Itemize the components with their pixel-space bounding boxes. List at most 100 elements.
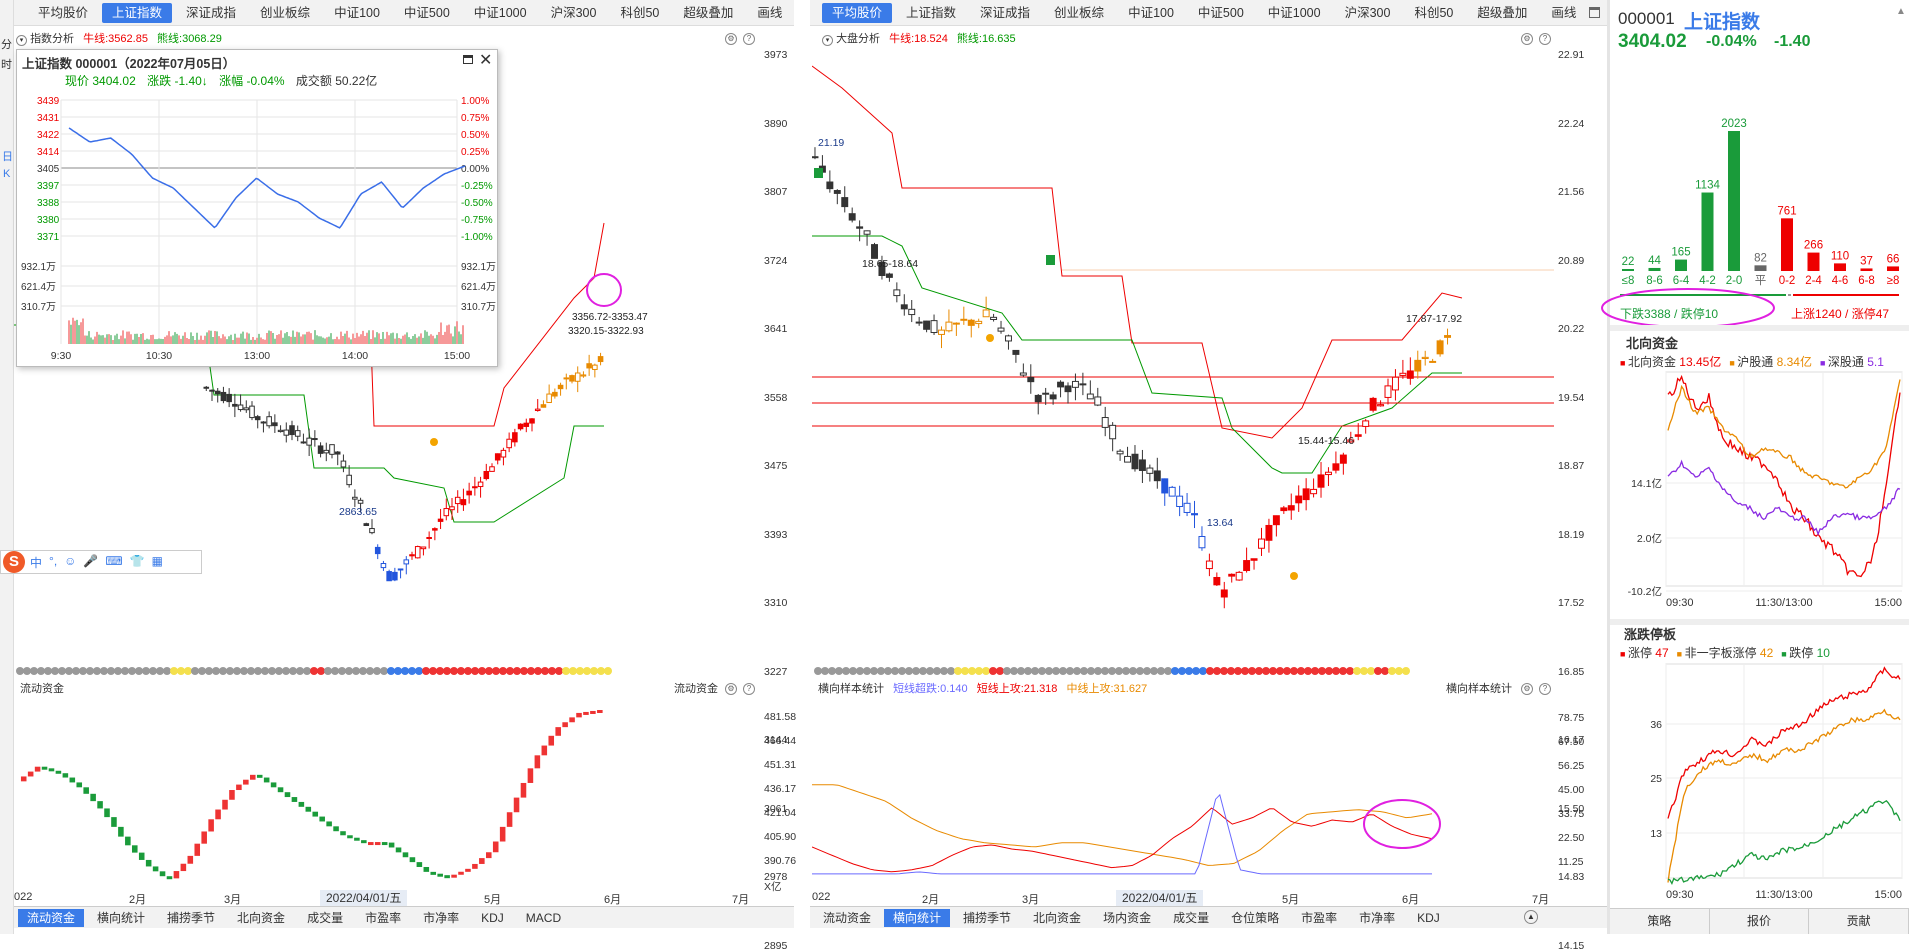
- scroll-arrow-icon[interactable]: ▲: [1896, 6, 1906, 17]
- left-tab-1[interactable]: 上证指数: [102, 2, 173, 23]
- restore-icon[interactable]: [1589, 7, 1600, 18]
- ime-item-3[interactable]: 🎤: [83, 553, 99, 568]
- ime-item-4[interactable]: ⌨: [105, 553, 123, 568]
- status-dot: [415, 667, 423, 675]
- right-indicator-tab-7[interactable]: 市盈率: [1301, 910, 1338, 925]
- status-dot: [1311, 667, 1319, 675]
- right-tab-5[interactable]: 中证500: [1197, 5, 1244, 20]
- axis-tick: 14.83: [1558, 871, 1585, 883]
- panel-tab-1[interactable]: 报价: [1710, 909, 1810, 934]
- candle: [1019, 372, 1027, 376]
- right-indicator-tab-2[interactable]: 捕捞季节: [963, 910, 1012, 925]
- ime-item-2[interactable]: ☺: [64, 553, 77, 568]
- left-tab-6[interactable]: 中证1000: [473, 5, 527, 20]
- right-tab-4[interactable]: 中证100: [1128, 5, 1174, 20]
- right-tab-8[interactable]: 科创50: [1414, 5, 1454, 20]
- candle: [1034, 394, 1042, 403]
- ime-item-0[interactable]: 中: [30, 555, 43, 570]
- help-icon[interactable]: ?: [743, 33, 755, 45]
- side-label-shi[interactable]: 时: [1, 59, 12, 71]
- right-indicator-tab-0[interactable]: 流动资金: [823, 910, 872, 925]
- ime-item-1[interactable]: °,: [49, 553, 58, 568]
- minimize-icon[interactable]: [463, 55, 473, 64]
- left-tab-8[interactable]: 科创50: [620, 5, 660, 20]
- close-icon[interactable]: ✕: [479, 52, 493, 69]
- left-indicator-tab-4[interactable]: 成交量: [307, 910, 344, 925]
- left-tab-5[interactable]: 中证500: [403, 5, 450, 20]
- right-indicator-tab-5[interactable]: 成交量: [1173, 910, 1210, 925]
- flow-bar: [590, 710, 596, 714]
- left-indicator-tab-8[interactable]: MACD: [525, 910, 562, 925]
- candle: [226, 393, 232, 403]
- left-tab-0[interactable]: 平均股价: [38, 5, 89, 20]
- right-tab-3[interactable]: 创业板综: [1054, 5, 1105, 20]
- right-tab-7[interactable]: 沪深300: [1344, 5, 1391, 20]
- status-dot: [555, 667, 563, 675]
- right-tab-10[interactable]: 画线: [1551, 5, 1577, 20]
- dropdown-icon[interactable]: ▾: [16, 35, 27, 46]
- right-indicator-tab-1[interactable]: 横向统计: [884, 908, 951, 927]
- left-tab-2[interactable]: 深证成指: [186, 5, 237, 20]
- collapse-icon[interactable]: ▲: [1524, 910, 1538, 924]
- status-dot: [520, 667, 528, 675]
- right-tab-2[interactable]: 深证成指: [980, 5, 1031, 20]
- left-tab-7[interactable]: 沪深300: [550, 5, 597, 20]
- right-indicator-tab-3[interactable]: 北向资金: [1033, 910, 1082, 925]
- side-label-k[interactable]: K: [3, 168, 11, 180]
- settings-icon[interactable]: ⚙: [725, 683, 737, 695]
- help-icon[interactable]: ?: [1539, 33, 1551, 45]
- left-indicator-tab-7[interactable]: KDJ: [481, 910, 504, 925]
- right-indicator-tab-9[interactable]: KDJ: [1417, 910, 1440, 925]
- right-tab-0[interactable]: 平均股价: [822, 2, 893, 23]
- left-kline-chart[interactable]: 2863.65 3356.72-3353.47 3320.15-3322.93: [14, 48, 762, 666]
- candle: [312, 438, 318, 441]
- left-tab-3[interactable]: 创业板综: [260, 5, 311, 20]
- left-tab-10[interactable]: 画线: [757, 5, 783, 20]
- candle: [1228, 573, 1236, 577]
- right-kline-chart[interactable]: 21.19 18.65-18.64 17.87-17.92 13.64 15.44-15…: [812, 48, 1554, 666]
- ime-item-5[interactable]: 👕: [129, 553, 145, 568]
- status-dot: [219, 667, 227, 675]
- right-indicator-tab-8[interactable]: 市净率: [1359, 910, 1396, 925]
- left-indicator-tab-6[interactable]: 市净率: [423, 910, 460, 925]
- axis-tick: 18.87: [1558, 460, 1585, 472]
- left-indicator-tab-5[interactable]: 市盈率: [365, 910, 402, 925]
- dropdown-icon[interactable]: ▾: [822, 35, 833, 46]
- candle: [871, 244, 878, 259]
- left-tab-4[interactable]: 中证100: [334, 5, 380, 20]
- status-dot: [1304, 667, 1312, 675]
- settings-icon[interactable]: ⚙: [725, 33, 737, 45]
- candle: [340, 460, 347, 468]
- left-indicator-tab-2[interactable]: 捕捞季节: [167, 910, 216, 925]
- settings-icon[interactable]: ⚙: [1521, 33, 1533, 45]
- popup-right-tick: 0.75%: [461, 113, 489, 124]
- right-tab-6[interactable]: 中证1000: [1267, 5, 1321, 20]
- left-tab-9[interactable]: 超级叠加: [683, 5, 734, 20]
- status-dot: [373, 667, 381, 675]
- right-sample-stats-chart[interactable]: [812, 698, 1554, 888]
- help-icon[interactable]: ?: [1539, 683, 1551, 695]
- settings-icon[interactable]: ⚙: [1521, 683, 1533, 695]
- left-indicator-tab-3[interactable]: 北向资金: [237, 910, 286, 925]
- right-tab-1[interactable]: 上证指数: [906, 5, 957, 20]
- status-dot: [408, 667, 416, 675]
- side-label-fen[interactable]: 分: [1, 39, 12, 51]
- sogou-logo-icon[interactable]: S: [3, 551, 25, 573]
- sell-marker: [814, 168, 823, 178]
- flow-bar: [541, 745, 548, 756]
- series-line: [1667, 459, 1901, 536]
- panel-tab-0[interactable]: 策略: [1610, 909, 1710, 934]
- left-indicator-tab-0[interactable]: 流动资金: [18, 908, 85, 927]
- help-icon[interactable]: ?: [743, 683, 755, 695]
- right-tab-9[interactable]: 超级叠加: [1477, 5, 1528, 20]
- flow-bar: [41, 766, 48, 770]
- ime-item-6[interactable]: ▦: [151, 553, 163, 568]
- left-indicator-tab-1[interactable]: 横向统计: [97, 910, 146, 925]
- side-label-ri[interactable]: 日: [2, 151, 13, 163]
- right-indicator-tab-6[interactable]: 仓位策略: [1231, 910, 1280, 925]
- flow-bar: [340, 831, 346, 836]
- status-dot: [296, 667, 304, 675]
- panel-tab-2[interactable]: 贡献: [1809, 909, 1909, 934]
- right-indicator-tab-4[interactable]: 场内资金: [1103, 910, 1152, 925]
- left-fund-flow-chart[interactable]: [14, 698, 762, 888]
